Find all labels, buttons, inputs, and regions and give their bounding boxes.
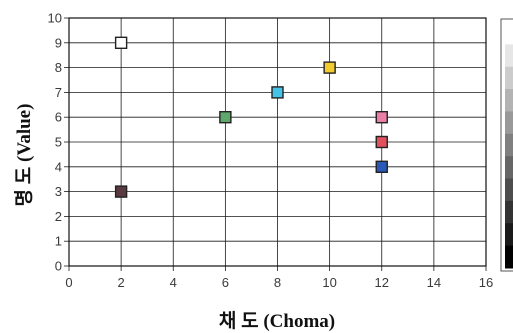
value-swatch — [505, 178, 513, 202]
value-swatch — [505, 245, 513, 269]
data-points — [114, 36, 388, 198]
value-swatch — [505, 22, 513, 45]
grayscale-value-bar — [500, 18, 513, 272]
plot-border — [68, 17, 487, 267]
value-swatch — [505, 66, 513, 90]
data-point — [323, 61, 336, 74]
data-point — [375, 135, 388, 149]
x-tick-labels: 0 2 4 6 8 10 12 14 16 — [65, 275, 493, 290]
x-tick-label: 0 — [65, 275, 72, 290]
y-tick-label: 5 — [55, 135, 62, 150]
value-swatch — [505, 89, 513, 112]
value-swatch — [505, 156, 513, 180]
value-swatch — [505, 223, 513, 247]
x-tick-label: 14 — [427, 275, 441, 290]
value-swatch — [505, 133, 513, 157]
x-tick-label: 10 — [322, 275, 336, 290]
data-point — [271, 86, 284, 99]
data-point — [114, 185, 128, 198]
x-tick-label: 2 — [118, 275, 125, 290]
value-swatch — [505, 200, 513, 224]
y-tick-label: 0 — [55, 259, 62, 274]
y-tick-label: 7 — [55, 85, 62, 100]
y-tick-label: 1 — [55, 234, 62, 249]
value-swatch — [505, 111, 513, 135]
x-tick-label: 16 — [479, 275, 493, 290]
y-axis-title: 명 도 (Value) — [13, 104, 35, 207]
y-tick-label: 2 — [55, 209, 62, 224]
y-tick-labels: 0 1 2 3 4 5 6 7 8 9 10 — [48, 11, 62, 274]
y-tick-label: 4 — [55, 159, 62, 174]
grid-lines — [68, 17, 487, 267]
x-tick-label: 12 — [375, 275, 389, 290]
y-tick-label: 6 — [55, 110, 62, 125]
y-tick-label: 9 — [55, 35, 62, 50]
plot-frame — [64, 17, 487, 271]
y-tick-label: 10 — [48, 11, 62, 26]
y-tick-label: 3 — [55, 184, 62, 199]
data-point — [219, 110, 232, 124]
data-point — [375, 160, 388, 174]
x-tick-label: 8 — [274, 275, 281, 290]
value-swatch — [505, 44, 513, 68]
x-axis-title: 채 도 (Choma) — [219, 310, 335, 332]
x-tick-label: 6 — [222, 275, 229, 290]
data-point — [375, 110, 388, 124]
data-point — [114, 36, 128, 49]
x-tick-label: 4 — [170, 275, 177, 290]
y-tick-label: 8 — [55, 60, 62, 75]
